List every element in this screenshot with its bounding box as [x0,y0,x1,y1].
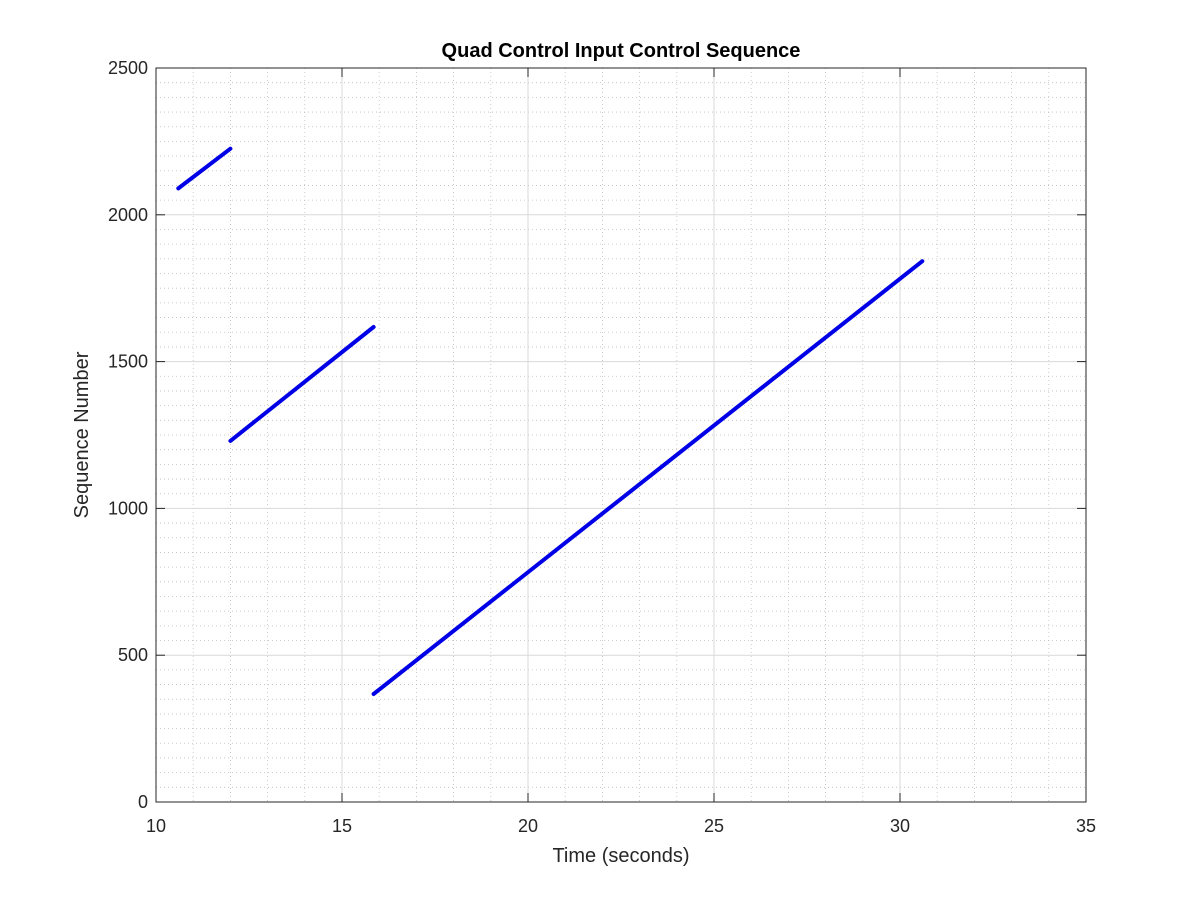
y-tick-label: 0 [138,792,148,812]
x-tick-label: 10 [146,816,166,836]
x-axis-title: Time (seconds) [552,845,689,867]
series-layer [176,146,925,696]
plot-frame [155,67,1087,803]
y-tick-label: 2500 [108,58,148,78]
x-tick-label: 15 [332,816,352,836]
y-tick-label: 1500 [108,352,148,372]
series-segment-2 [228,325,376,443]
y-tick-label: 500 [118,645,148,665]
chart-title: Quad Control Input Control Sequence [442,40,801,62]
minor-grid [156,68,1086,802]
y-axis: 0 500 1000 1500 2000 2500 [108,58,1086,812]
x-axis: 10 15 20 25 30 35 [146,68,1096,836]
x-tick-label: 20 [518,816,538,836]
y-tick-label: 1000 [108,498,148,518]
x-tick-label: 30 [890,816,910,836]
series-segment-3 [371,259,925,696]
y-tick-label: 2000 [108,205,148,225]
series-segment-1 [176,146,233,191]
x-tick-label: 25 [704,816,724,836]
y-axis-title: Sequence Number [71,351,93,518]
x-tick-label: 35 [1076,816,1096,836]
